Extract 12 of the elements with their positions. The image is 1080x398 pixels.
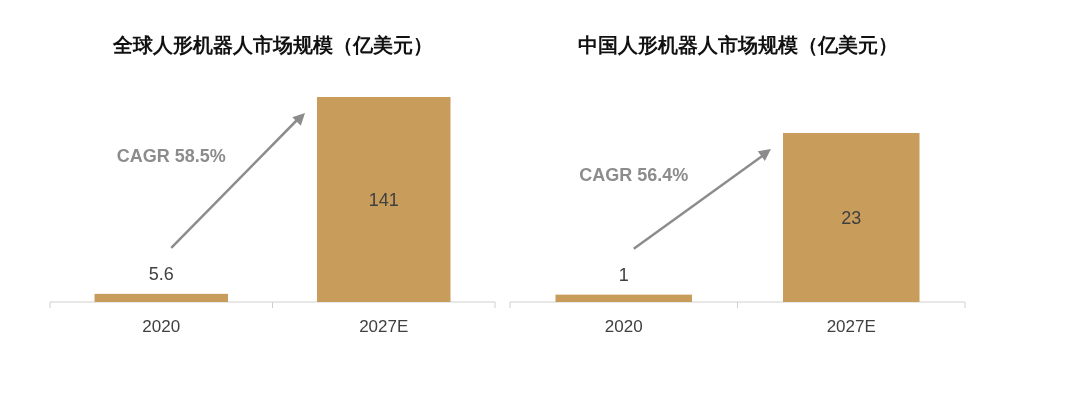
x-tick-label: 2027E <box>359 317 409 336</box>
x-tick-label: 2020 <box>604 317 643 336</box>
data-label: 5.6 <box>148 263 174 284</box>
chart-title: 中国人形机器人市场规模（亿美元） <box>577 34 898 56</box>
data-label: 1 <box>618 264 629 285</box>
data-label: 141 <box>368 189 399 210</box>
x-tick-label: 2020 <box>142 317 181 336</box>
chart-title: 全球人形机器人市场规模（亿美元） <box>111 34 433 56</box>
annotation: CAGR 58.5% <box>116 146 226 167</box>
data-label: 23 <box>841 207 862 228</box>
x-tick-label: 2027E <box>826 317 876 336</box>
annotation: CAGR 56.4% <box>579 164 689 185</box>
